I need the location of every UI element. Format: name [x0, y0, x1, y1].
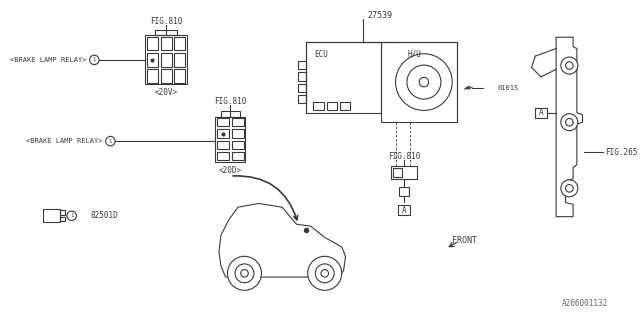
Text: FIG.265: FIG.265	[605, 148, 637, 157]
Bar	[398, 205, 410, 215]
Bar	[147, 69, 157, 83]
Text: <BRAKE LAMP RELAY>: <BRAKE LAMP RELAY>	[26, 138, 103, 144]
Bar	[60, 217, 65, 221]
Text: 27539: 27539	[367, 11, 392, 20]
Circle shape	[407, 65, 441, 99]
Bar	[232, 118, 244, 126]
Bar	[232, 141, 244, 149]
Text: FIG.810: FIG.810	[150, 17, 182, 26]
Bar	[161, 69, 172, 83]
Bar	[175, 53, 186, 67]
Bar	[161, 37, 172, 50]
Circle shape	[561, 180, 578, 197]
Text: 1: 1	[109, 139, 112, 144]
Circle shape	[241, 269, 248, 277]
Text: <BRAKE LAMP RELAY>: <BRAKE LAMP RELAY>	[10, 57, 87, 63]
Bar	[60, 210, 65, 215]
Circle shape	[106, 136, 115, 146]
Bar	[298, 84, 306, 92]
Bar	[155, 30, 177, 35]
Circle shape	[90, 55, 99, 65]
Text: 1: 1	[70, 213, 73, 218]
Bar	[221, 111, 240, 116]
Bar	[326, 102, 337, 110]
Bar	[175, 37, 186, 50]
Circle shape	[235, 264, 254, 283]
Bar	[147, 53, 157, 67]
Circle shape	[561, 57, 578, 74]
Text: A266001132: A266001132	[562, 299, 608, 308]
Bar	[314, 102, 324, 110]
Bar	[147, 37, 157, 50]
Bar	[216, 152, 229, 160]
Text: 0101S: 0101S	[497, 85, 519, 91]
Text: FIG.810: FIG.810	[388, 152, 420, 161]
Bar	[306, 42, 381, 113]
Text: FIG.810: FIG.810	[214, 97, 246, 106]
Bar	[232, 129, 244, 138]
Bar	[216, 141, 229, 149]
Text: A: A	[539, 108, 543, 117]
Circle shape	[316, 264, 334, 283]
Circle shape	[561, 114, 578, 131]
Circle shape	[419, 77, 429, 87]
Bar	[391, 166, 417, 179]
Text: FRONT: FRONT	[452, 236, 477, 245]
Circle shape	[566, 118, 573, 126]
Circle shape	[566, 185, 573, 192]
Bar	[161, 53, 172, 67]
Bar	[232, 152, 244, 160]
Bar	[216, 129, 229, 138]
Circle shape	[396, 54, 452, 110]
Text: 1: 1	[93, 57, 96, 62]
Text: <20D>: <20D>	[219, 166, 242, 175]
Bar	[298, 95, 306, 103]
Bar	[145, 35, 187, 84]
Bar	[399, 188, 409, 196]
FancyArrowPatch shape	[233, 176, 298, 220]
Bar	[44, 209, 60, 222]
Text: ECU: ECU	[314, 50, 328, 59]
Bar	[175, 69, 186, 83]
Text: 82501D: 82501D	[90, 211, 118, 220]
Bar	[298, 72, 306, 81]
Bar	[216, 118, 229, 126]
Circle shape	[227, 256, 262, 290]
Bar	[215, 116, 245, 162]
Circle shape	[321, 269, 328, 277]
Text: A: A	[402, 205, 406, 214]
Bar	[535, 108, 547, 117]
Circle shape	[566, 62, 573, 69]
Bar	[393, 168, 402, 177]
Bar	[340, 102, 350, 110]
Circle shape	[308, 256, 342, 290]
Text: <20V>: <20V>	[154, 88, 178, 98]
Circle shape	[67, 211, 76, 220]
Bar	[381, 42, 457, 122]
Text: H/U: H/U	[408, 50, 421, 59]
Bar	[298, 61, 306, 69]
